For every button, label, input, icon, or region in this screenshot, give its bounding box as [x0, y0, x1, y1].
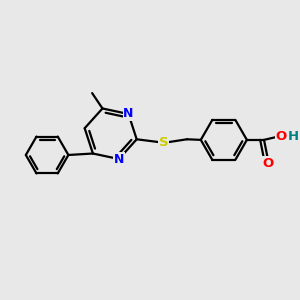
Text: H: H [287, 130, 298, 143]
Text: N: N [123, 107, 134, 121]
Text: O: O [275, 130, 286, 143]
Text: O: O [262, 157, 273, 170]
Text: N: N [114, 152, 124, 166]
Text: S: S [159, 136, 169, 149]
